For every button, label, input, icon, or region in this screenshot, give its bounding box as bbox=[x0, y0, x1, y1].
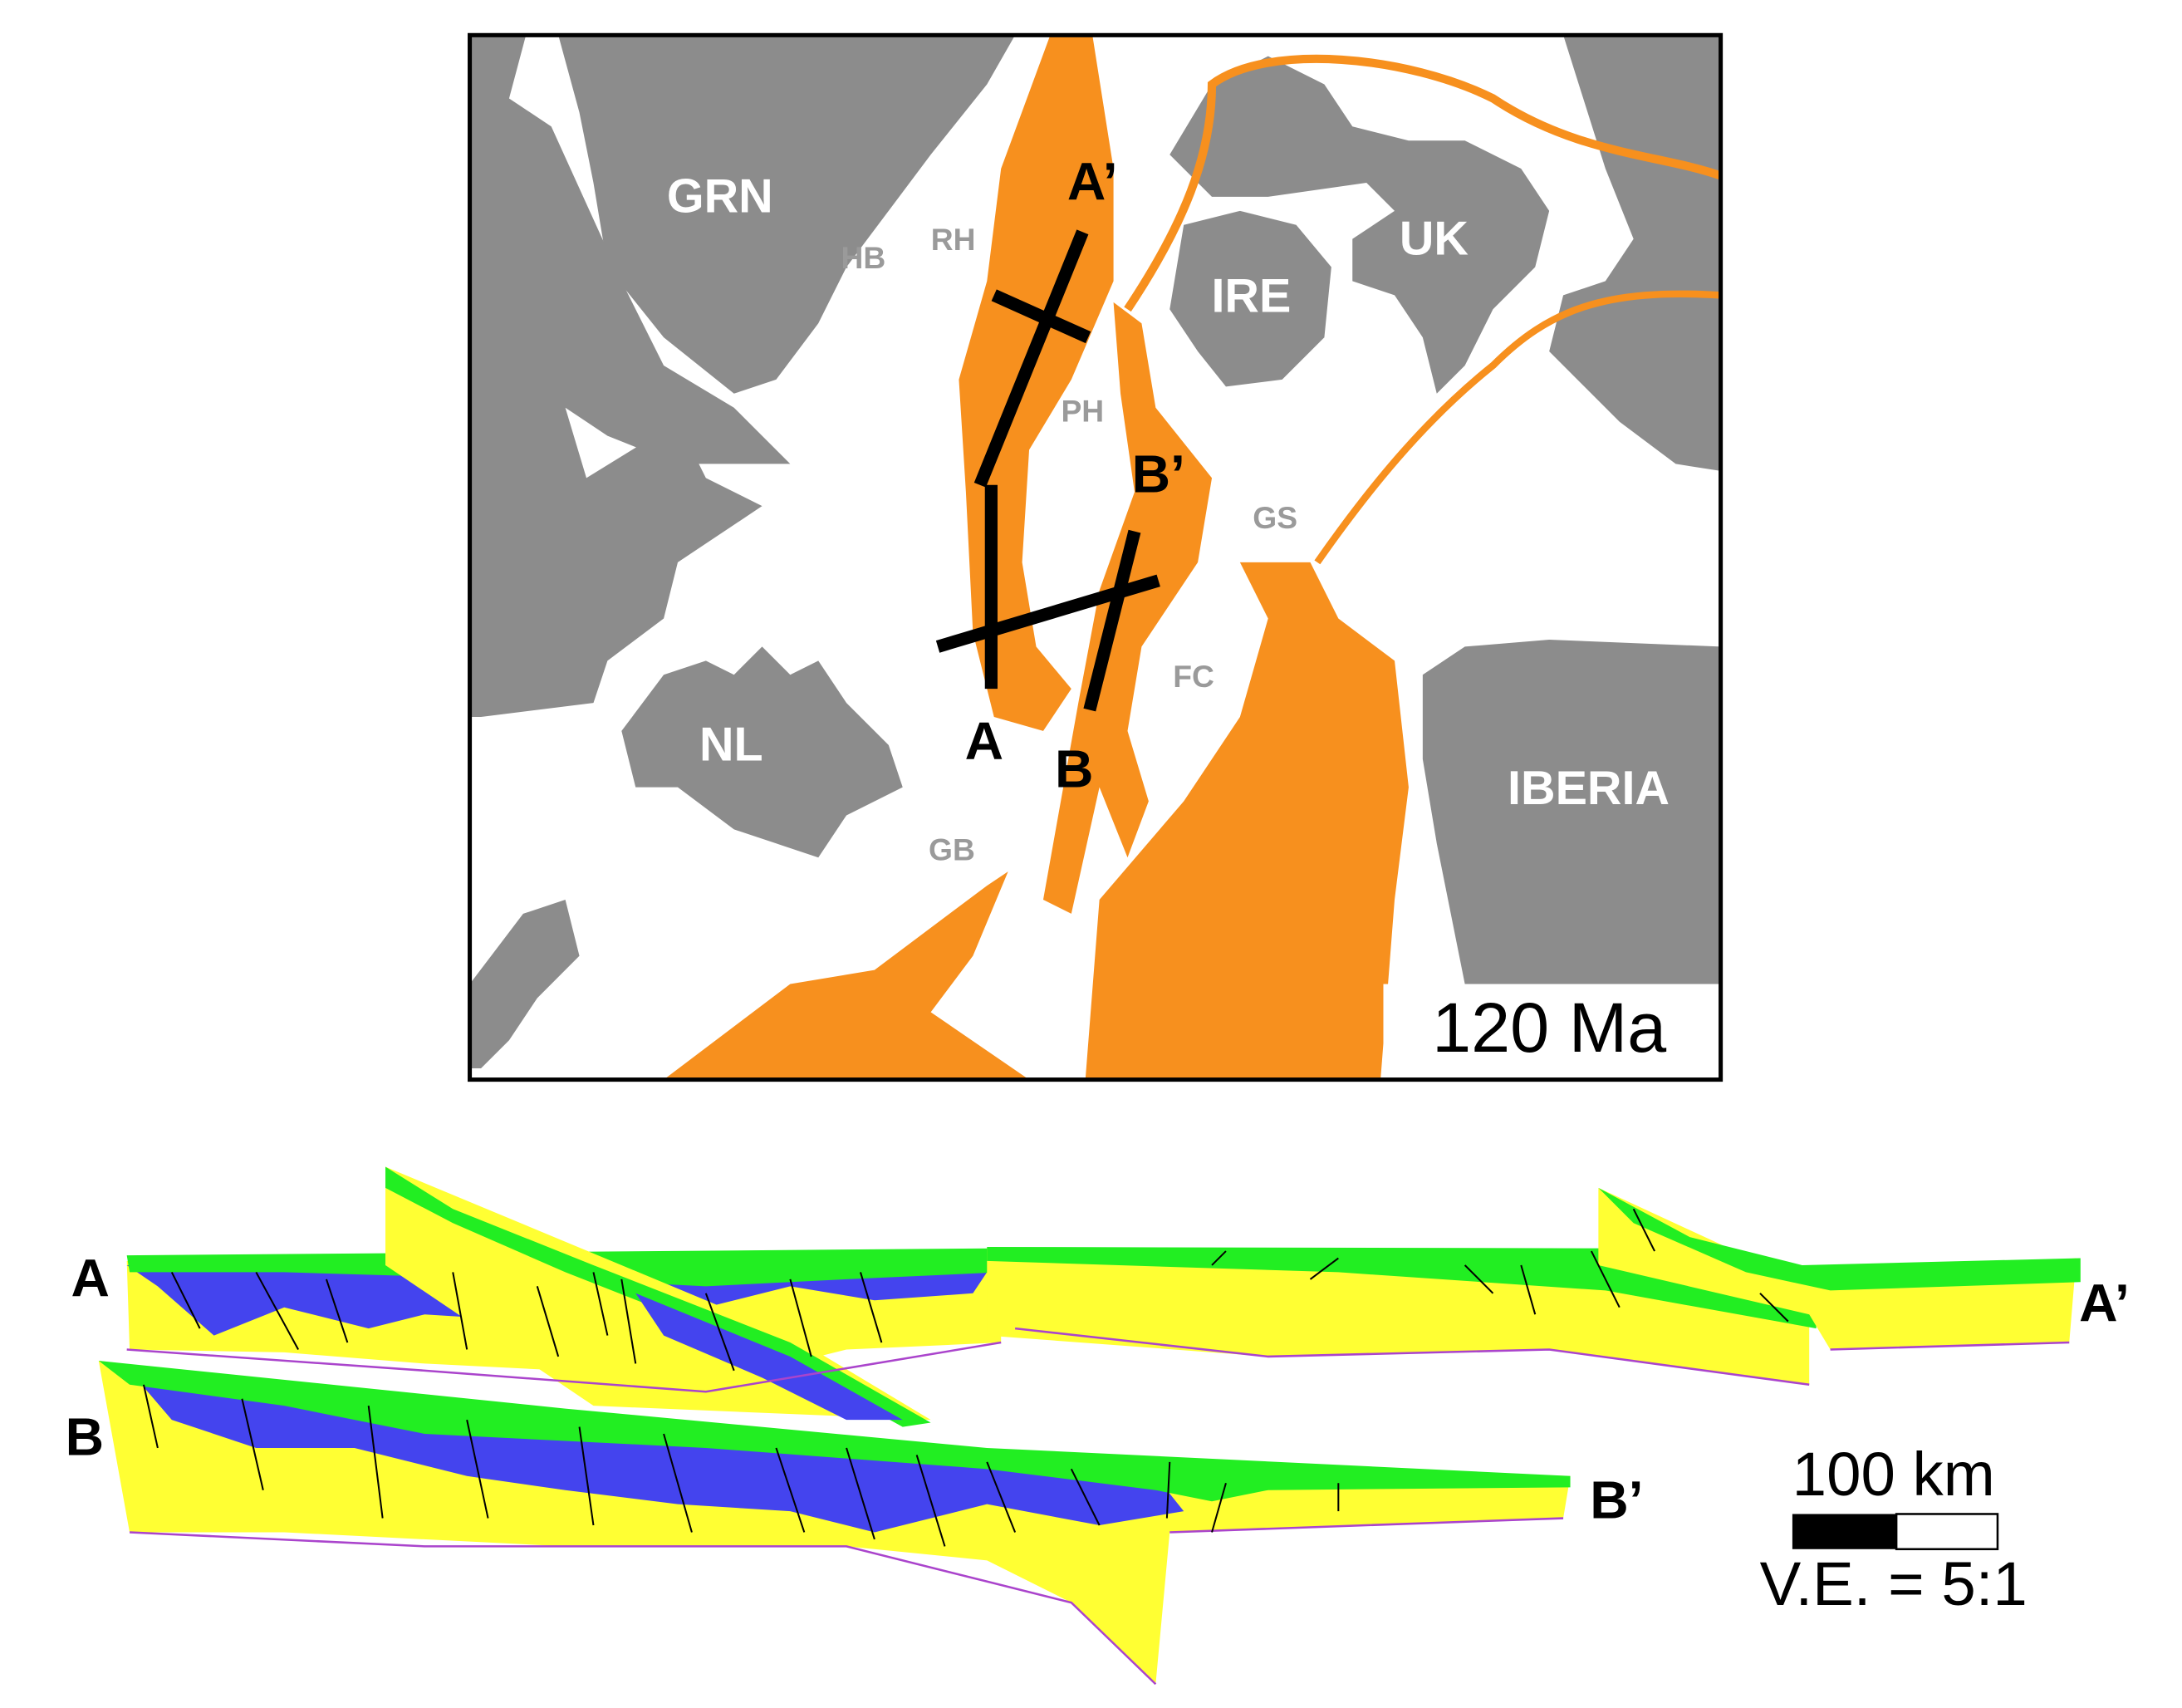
section-sediment bbox=[1598, 1187, 2081, 1291]
land-label: IBERIA bbox=[1508, 762, 1670, 815]
age-box bbox=[1383, 984, 1721, 1080]
section-basin bbox=[635, 1293, 903, 1421]
land-label: IRE bbox=[1211, 270, 1291, 323]
rift-southwest bbox=[664, 871, 1030, 1080]
map: 120 Ma GRN UK IRE NL IBERIA HB RH PH GS … bbox=[468, 32, 1724, 1082]
scale-bar-white bbox=[1895, 1513, 1999, 1551]
rift-arm bbox=[1314, 290, 1721, 565]
faults bbox=[142, 1208, 1789, 1547]
profile-label: B’ bbox=[1132, 444, 1185, 503]
scale-bar-black bbox=[1792, 1514, 1897, 1549]
land-iberia bbox=[1422, 639, 1721, 984]
rift-arm bbox=[1124, 54, 1723, 312]
land-west bbox=[469, 35, 791, 718]
land-label: NL bbox=[699, 718, 763, 771]
profile-lines bbox=[935, 229, 1160, 712]
rift-south bbox=[1085, 562, 1409, 1080]
section-label: A bbox=[71, 1248, 109, 1308]
profile-label: A bbox=[965, 711, 1003, 771]
land-sw bbox=[469, 899, 580, 1069]
land-greenland bbox=[558, 35, 1016, 394]
basin-label: GB bbox=[929, 832, 975, 866]
profile-label: B bbox=[1055, 739, 1093, 799]
age-label: 120 Ma bbox=[1432, 988, 1667, 1067]
basin-label: PH bbox=[1061, 393, 1104, 428]
vertical-exaggeration: V.E. = 5:1 bbox=[1760, 1549, 2028, 1618]
basin-label: RH bbox=[931, 222, 976, 257]
rift-east bbox=[1042, 302, 1213, 914]
cross-sections: A A’ B B’ bbox=[66, 1166, 2130, 1686]
land-nl bbox=[621, 646, 903, 858]
section-crust bbox=[1598, 1187, 2077, 1350]
land-label: GRN bbox=[667, 169, 773, 223]
scale: 100 km V.E. = 5:1 bbox=[1760, 1440, 2028, 1618]
moho bbox=[126, 1327, 2070, 1686]
basin-label: FC bbox=[1173, 659, 1214, 694]
scale-length: 100 km bbox=[1792, 1440, 1995, 1509]
land-label: UK bbox=[1400, 212, 1469, 265]
land-europe bbox=[1549, 35, 1721, 471]
map-frame bbox=[468, 32, 1724, 1082]
section-label: B’ bbox=[1590, 1470, 1643, 1530]
basin-label: GS bbox=[1253, 500, 1297, 535]
land-uk bbox=[1169, 56, 1550, 394]
basin-label: HB bbox=[841, 240, 885, 275]
land-ireland bbox=[1169, 210, 1331, 387]
section-label: B bbox=[66, 1406, 104, 1466]
section-label: A’ bbox=[2079, 1274, 2130, 1333]
profile-label: A’ bbox=[1067, 151, 1118, 211]
section-sediment bbox=[98, 1361, 1571, 1502]
